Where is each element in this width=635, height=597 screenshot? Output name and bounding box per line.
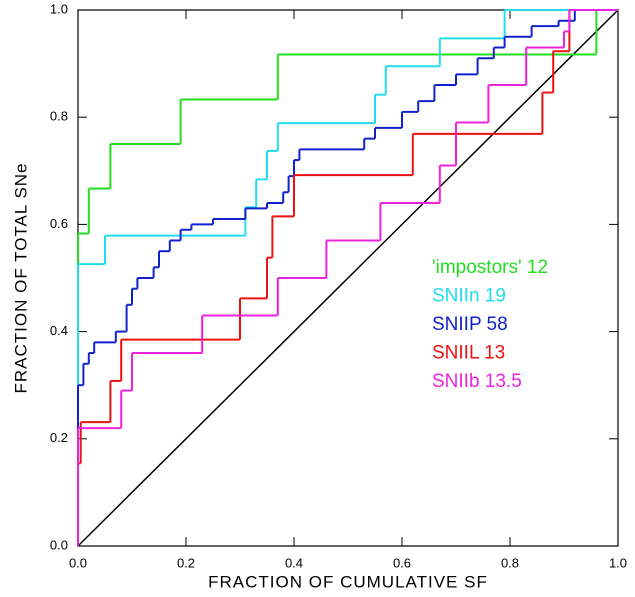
legend-entry: SNIIP 58 (432, 314, 508, 335)
diagonal-reference (77, 9, 619, 547)
y-tick-label: 0.2 (50, 430, 68, 445)
legend-entry: SNIIn 19 (432, 286, 506, 307)
x-axis-label: FRACTION OF CUMULATIVE SF (208, 572, 488, 591)
y-tick-label: 0.8 (50, 109, 68, 124)
legend-entry: 'impostors' 12 (432, 257, 548, 278)
x-tick-label: 0.4 (285, 555, 303, 570)
legend-entry: SNIIb 13.5 (432, 371, 522, 392)
legend-entry: SNIIL 13 (432, 343, 505, 364)
y-tick-label: 0.4 (50, 323, 68, 338)
x-tick-label: 0.2 (177, 555, 195, 570)
x-tick-label: 0.6 (393, 555, 411, 570)
x-tick-label: 0.0 (69, 555, 87, 570)
y-axis-label: FRACTION OF TOTAL SNe (11, 162, 30, 393)
x-tick-label: 0.8 (501, 555, 519, 570)
y-tick-label: 0.6 (50, 216, 68, 231)
y-tick-label: 1.0 (50, 1, 68, 16)
x-tick-label: 1.0 (609, 555, 627, 570)
y-tick-label: 0.0 (50, 537, 68, 552)
